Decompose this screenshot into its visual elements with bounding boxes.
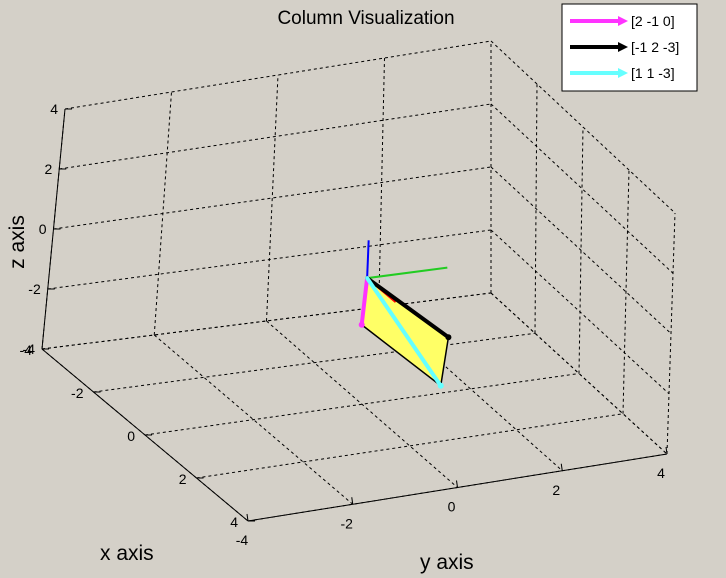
side-wall-grid-line: [622, 169, 630, 414]
legend-item-1[interactable]: [2 -1 0]: [570, 13, 675, 29]
basis-y-axis: [366, 266, 448, 280]
vector-tip-3: [437, 382, 444, 389]
grid-lines: [41, 40, 676, 522]
y-tick-mark: [665, 446, 668, 455]
side-wall-grid-line: [578, 126, 584, 374]
side-wall-grid-line: [490, 103, 674, 274]
y-tick-mark: [246, 513, 249, 522]
legend-item-3[interactable]: [1 1 -3]: [570, 65, 675, 81]
z-tick-label: -2: [28, 281, 41, 297]
x-tick-label: 4: [230, 514, 238, 530]
x-tick-label: 0: [127, 428, 135, 444]
basis-z-axis: [366, 240, 370, 279]
y-tick-label: 0: [448, 499, 456, 515]
legend-label: [-1 2 -3]: [631, 39, 679, 55]
vector-series: [358, 240, 452, 389]
vector-line-1: [359, 276, 370, 327]
back-wall-grid-line: [53, 166, 492, 230]
axes-box: [41, 108, 668, 522]
legend-arrow-icon: [618, 42, 628, 52]
y-tick-label: -2: [341, 515, 354, 531]
x-tick-label: -4: [20, 342, 33, 358]
vector-tip-1: [358, 321, 365, 328]
back-wall-grid-line: [266, 74, 279, 322]
floor-grid-line: [144, 373, 580, 436]
y-tick-label: 4: [657, 465, 665, 481]
x-tick-label: 2: [179, 471, 187, 487]
vector-tip-2: [445, 334, 452, 341]
legend-item-2[interactable]: [-1 2 -3]: [570, 39, 679, 55]
legend[interactable]: [2 -1 0] [-1 2 -3] [1 1 -3]: [561, 3, 698, 92]
y-tick-mark: [560, 463, 563, 471]
y-tick-mark: [456, 480, 458, 488]
vector-line-2: [365, 276, 451, 340]
z-tick-label: -4: [23, 341, 36, 357]
y-tick-label: 2: [552, 482, 560, 498]
legend-arrow-icon: [618, 16, 628, 26]
legend-label: [2 -1 0]: [631, 13, 675, 29]
y-tick-label: -4: [236, 532, 249, 548]
z-tick-label: 0: [39, 221, 47, 237]
legend-arrow-icon: [618, 68, 628, 78]
z-tick-label: 4: [50, 101, 58, 117]
y-tick-mark: [351, 497, 354, 505]
side-wall-grid-line: [490, 292, 668, 455]
back-wall-grid-line: [59, 103, 492, 170]
x-axis-label: x axis: [100, 542, 154, 565]
y-axis-label: y axis: [420, 551, 474, 574]
floor-grid-line: [153, 334, 354, 505]
z-axis-label: z axis: [6, 215, 29, 269]
floor-grid-line: [266, 320, 458, 488]
chart-title: Column Visualization: [277, 8, 454, 29]
legend-label: [1 1 -3]: [631, 65, 675, 81]
floor-grid-line: [93, 332, 536, 393]
side-wall-grid-line: [490, 166, 672, 334]
x-tick-label: -2: [71, 385, 84, 401]
side-wall-grid-line: [666, 212, 676, 455]
z-tick-label: 2: [44, 161, 52, 177]
floor-grid-line: [378, 306, 563, 472]
vector-line-3: [365, 276, 443, 388]
